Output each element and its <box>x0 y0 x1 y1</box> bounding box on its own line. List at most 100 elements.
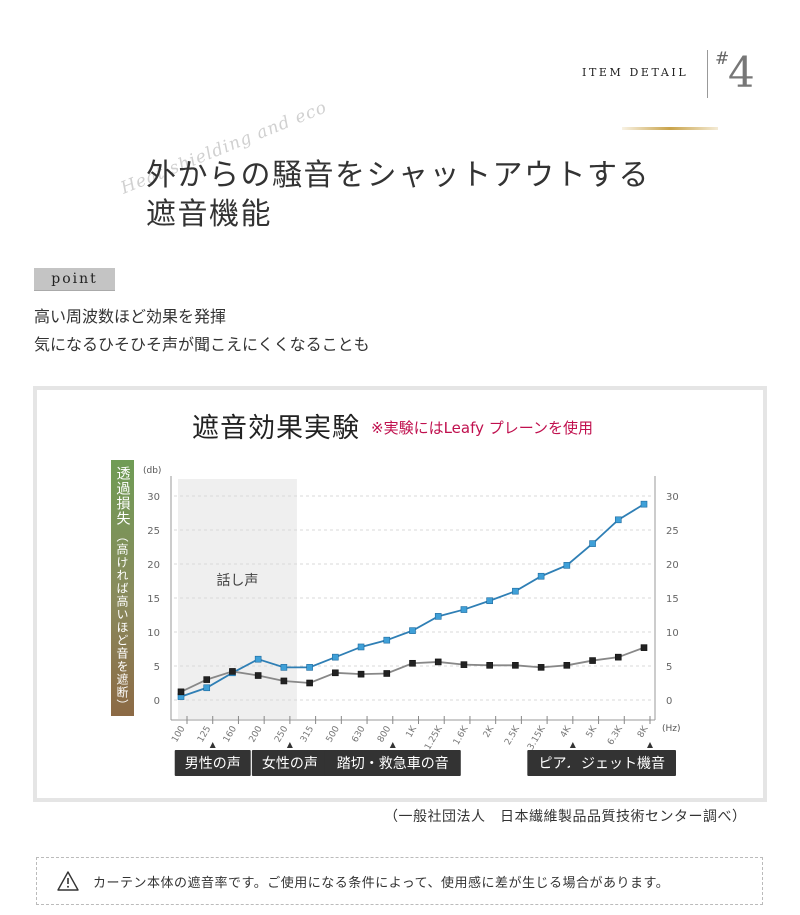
source-label-box <box>324 750 461 776</box>
source-label-arrow <box>569 742 576 748</box>
notice-box: カーテン本体の遮音率です。ご使用になる条件によって、使用感に差が生じる場合があり… <box>36 857 763 905</box>
y-tick-label-right: 15 <box>666 594 679 605</box>
data-point-blue <box>357 643 365 651</box>
data-point-blue <box>254 655 262 663</box>
data-point-blue <box>589 540 596 547</box>
x-tick-label: 315 <box>299 725 316 745</box>
gold-accent-line <box>622 127 718 130</box>
data-point-blue <box>434 613 442 620</box>
y-tick-label: 20 <box>147 560 160 571</box>
data-point-blue <box>537 572 545 580</box>
point-line-1: 高い周波数ほど効果を発揮 <box>34 307 227 326</box>
y-tick-label: 30 <box>147 492 160 503</box>
data-point-blue <box>640 500 648 508</box>
data-point-gray <box>589 657 596 664</box>
point-line-2: 気になるひそひそ声が聞こえにくくなることも <box>34 335 370 354</box>
item-number: 4 <box>728 48 755 97</box>
data-point-gray <box>383 670 391 677</box>
data-point-blue <box>203 684 211 692</box>
x-tick-label: 3.15K <box>526 724 548 752</box>
data-point-gray <box>537 664 545 671</box>
notice-text: カーテン本体の遮音率です。ご使用になる条件によって、使用感に差が生じる場合があり… <box>93 875 670 891</box>
x-tick-label: 2K <box>482 724 497 740</box>
data-point-gray <box>254 672 262 679</box>
data-point-gray <box>434 658 442 666</box>
source-label-box <box>251 750 328 776</box>
data-point-gray <box>177 688 185 696</box>
x-tick-label: 6.3K <box>606 724 625 747</box>
point-description: 高い周波数ほど効果を発揮 気になるひそひそ声が聞こえにくくなることも <box>34 303 370 359</box>
source-citation: （一般社団法人 日本繊維製品品質技術センター調べ） <box>384 809 747 825</box>
data-point-gray <box>280 677 288 685</box>
y-unit-label: (db) <box>143 466 161 476</box>
x-unit-label: (Hz) <box>662 724 681 734</box>
point-badge: point <box>34 268 115 291</box>
y-tick-label-right: 25 <box>666 526 679 537</box>
x-tick-label: 2.5K <box>503 724 522 747</box>
data-point-gray <box>486 662 493 669</box>
data-point-gray <box>357 670 365 678</box>
y-tick-label-right: 0 <box>666 696 672 707</box>
y-axis-label-main: 透過損失 <box>114 466 131 526</box>
y-tick-label-right: 5 <box>666 662 672 673</box>
data-point-gray <box>614 653 622 661</box>
source-label-arrow <box>209 742 216 748</box>
data-point-gray <box>409 659 416 667</box>
source-label-text: 踏切・救急車の音 <box>337 755 449 772</box>
source-label-arrow <box>286 742 293 748</box>
x-tick-label: 160 <box>222 724 239 744</box>
data-point-blue <box>486 597 493 605</box>
item-detail-label: ITEM DETAIL <box>582 66 689 79</box>
x-tick-label: 1.6K <box>452 724 471 747</box>
data-point-gray <box>460 661 468 668</box>
data-point-blue <box>460 606 468 613</box>
speech-region-shade <box>178 479 297 719</box>
x-tick-label: 1.25K <box>423 724 445 752</box>
y-tick-label-right: 30 <box>666 492 679 503</box>
y-tick-label: 25 <box>147 526 160 537</box>
source-label-arrow <box>647 742 653 748</box>
source-label-text: 男性の声 <box>185 756 241 772</box>
chart-title: 遮音効果実験 <box>192 413 360 444</box>
source-label-text: 女性の声 <box>262 755 318 772</box>
x-tick-label: 4K <box>559 724 574 740</box>
x-tick-label: 8K <box>636 724 651 740</box>
data-point-blue <box>280 664 288 671</box>
data-point-blue <box>512 587 519 595</box>
y-tick-label: 10 <box>147 628 160 639</box>
item-number-hash: # <box>715 49 730 69</box>
data-point-gray <box>563 662 571 669</box>
x-tick-label: 200 <box>248 724 265 744</box>
data-point-gray <box>203 676 211 683</box>
y-tick-label-right: 20 <box>666 560 679 571</box>
page-headline: 外からの騒音をシャットアウトする 遮音機能 <box>146 156 650 234</box>
x-tick-label: 125 <box>196 725 213 745</box>
headline-line-2: 遮音機能 <box>146 197 272 232</box>
chart-frame <box>33 386 767 802</box>
y-tick-label: 5 <box>154 662 160 673</box>
x-tick-label: 100 <box>170 724 187 744</box>
data-point-gray <box>332 669 339 677</box>
data-point-blue <box>383 636 391 644</box>
data-point-gray <box>306 679 313 687</box>
x-tick-label: 500 <box>325 724 342 744</box>
speech-region-label: 話し声 <box>216 572 258 589</box>
data-point-gray <box>229 668 236 675</box>
y-tick-label: 0 <box>154 696 160 707</box>
source-label-box <box>174 750 251 776</box>
data-point-gray <box>640 644 648 651</box>
data-point-blue <box>563 562 571 569</box>
data-point-blue <box>306 664 313 671</box>
header-divider <box>707 50 708 98</box>
chart-note: ※実験にはLeafy プレーンを使用 <box>371 419 593 437</box>
warning-triangle-icon <box>57 871 79 891</box>
data-point-gray <box>512 662 519 669</box>
y-tick-label-right: 10 <box>666 628 679 639</box>
y-axis-label-sub: （高ければ高いほど音を遮断） <box>115 530 129 712</box>
source-label-box <box>570 750 676 776</box>
x-tick-label: 1K <box>405 724 420 740</box>
source-label-arrow <box>389 742 396 748</box>
source-label-text: ジェット機音 <box>581 755 665 772</box>
x-tick-label: 5K <box>585 724 600 740</box>
